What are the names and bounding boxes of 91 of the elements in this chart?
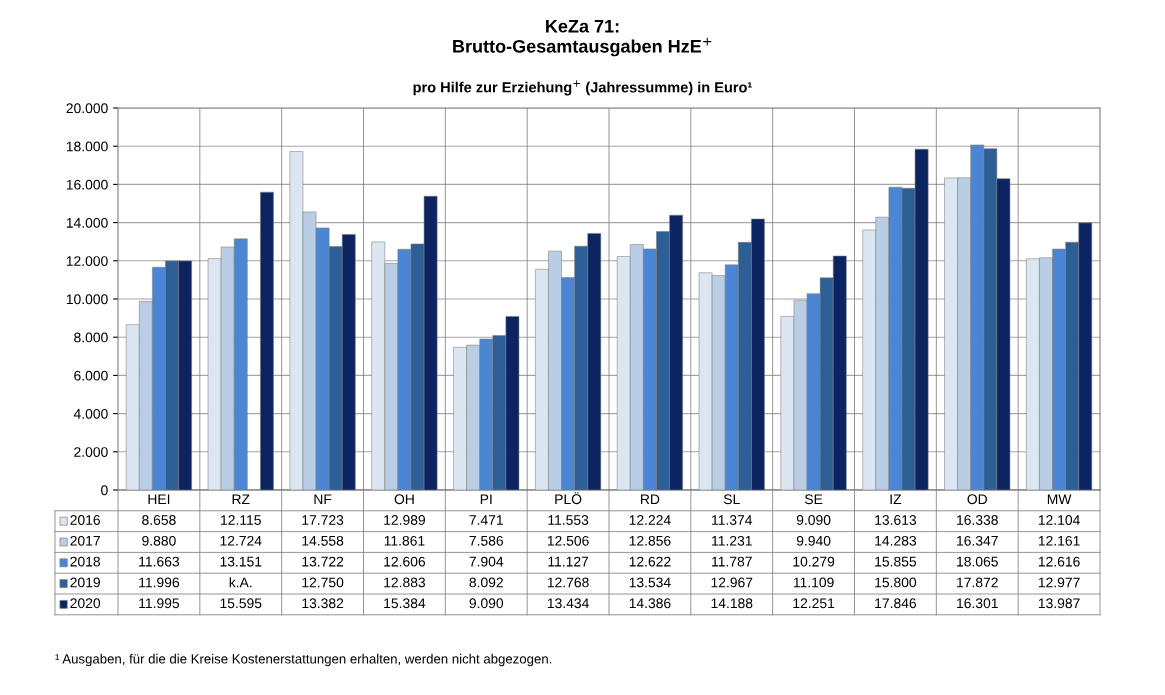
x-tick-label: RZ — [232, 494, 250, 504]
x-tick-label: OH — [394, 494, 414, 505]
data-label: 14.188 — [711, 598, 753, 609]
data-label: 14.283 — [875, 535, 917, 546]
chart-subtitle: pro Hilfe zur Erziehung$^{+}$ (Jahressumme) in Euro¹ — [413, 80, 752, 96]
data-label: 14.558 — [302, 535, 344, 546]
legend-label: 2019 — [70, 577, 100, 588]
text: ¹ Ausgaben, für die die Kreise Kostenerstattungen erhalten, werden nicht abgezogen. — [55, 653, 552, 667]
data-label: 9.090 — [469, 598, 504, 609]
data-label: 12.768 — [547, 577, 589, 588]
y-tick-label: 12.000 — [66, 256, 108, 266]
data-label: 12.104 — [1038, 515, 1080, 525]
data-label: 15.855 — [875, 556, 917, 567]
legend-label: 2017 — [70, 535, 100, 546]
chart-title: KeZa 71: Brutto-Gesamtausgaben HzE$^{+}$ — [453, 20, 712, 57]
data-label: 11.663 — [139, 556, 180, 567]
x-tick-label: NF — [314, 494, 332, 504]
data-label: 12.750 — [302, 577, 344, 588]
data-label: 12.224 — [629, 515, 671, 525]
data-label: 11.995 — [139, 598, 180, 609]
x-tick-label: HEI — [148, 494, 170, 504]
data-label: 8.658 — [142, 515, 176, 525]
data-label: 11.109 — [793, 577, 834, 588]
data-label: 11.374 — [712, 515, 753, 525]
data-label: 12.977 — [1038, 577, 1080, 588]
data-label: 9.090 — [796, 515, 831, 525]
x-tick-label: RD — [641, 494, 660, 504]
data-label: 12.606 — [384, 556, 426, 567]
data-label: 12.989 — [384, 515, 425, 525]
data-label: 10.279 — [793, 556, 835, 567]
data-label: 17.872 — [957, 577, 998, 588]
data-label: 13.987 — [1038, 598, 1080, 609]
y-tick-label: 8.000 — [74, 332, 108, 343]
data-label: 7.471 — [469, 515, 503, 525]
text: k.A. — [229, 577, 252, 588]
data-label: 12.856 — [629, 535, 671, 546]
y-tick-label: 6.000 — [74, 370, 108, 381]
data-label: 13.434 — [547, 598, 589, 609]
data-label: 11.861 — [384, 535, 425, 546]
x-tick-label: OD — [967, 494, 987, 505]
data-label: 11.553 — [548, 515, 589, 525]
data-label: 17.846 — [875, 598, 917, 609]
data-label: 15.595 — [220, 598, 262, 609]
y-tick-label: 4.000 — [73, 408, 108, 419]
data-label: 12.724 — [220, 535, 262, 546]
data-label: 9.940 — [796, 535, 831, 546]
x-tick-label: MW — [1047, 494, 1072, 504]
data-label: 12.115 — [221, 515, 261, 525]
x-tick-label: PLÖ — [555, 492, 582, 505]
data-label: 12.161 — [1038, 535, 1080, 546]
data-label: 11.787 — [712, 556, 752, 567]
y-tick-label: 14.000 — [66, 217, 108, 228]
data-label: 11.996 — [139, 577, 180, 588]
data-label: 8.092 — [469, 577, 503, 588]
data-label: 17.723 — [302, 515, 344, 525]
data-label: 13.382 — [302, 598, 344, 609]
data-label: 12.967 — [711, 577, 753, 588]
data-label: 7.904 — [469, 556, 504, 567]
data-label: 18.065 — [957, 556, 998, 567]
data-label: 16.338 — [957, 515, 998, 525]
data-label: 12.883 — [384, 577, 426, 588]
y-tick-label: 20.000 — [66, 103, 108, 114]
y-tick-label: 0 — [101, 485, 108, 496]
data-label: 15.384 — [384, 598, 426, 609]
data-label: 14.386 — [629, 598, 671, 609]
data-label: 16.347 — [957, 535, 998, 546]
y-tick-label: 16.000 — [66, 179, 108, 190]
y-tick-label: 2.000 — [74, 447, 108, 457]
x-tick-label: PI — [480, 494, 492, 504]
x-tick-label: SE — [804, 494, 823, 505]
data-label: 12.622 — [629, 556, 671, 567]
data-label: 11.127 — [548, 556, 589, 567]
data-label: 13.151 — [220, 556, 262, 567]
x-tick-label: SL — [723, 494, 740, 505]
data-label: 13.722 — [302, 556, 344, 567]
legend-label: 2020 — [70, 598, 101, 609]
data-label: 13.613 — [875, 515, 917, 525]
data-label: 16.301 — [957, 598, 998, 609]
x-tick-label: IZ — [890, 494, 902, 504]
data-label: 12.251 — [793, 598, 835, 609]
data-label: 15.800 — [875, 577, 917, 588]
legend-label: 2016 — [70, 515, 101, 525]
data-label: 9.880 — [142, 535, 176, 546]
data-label: 13.534 — [629, 577, 671, 588]
y-tick-label: 10.000 — [66, 294, 108, 305]
data-label: 12.506 — [547, 535, 589, 546]
data-label: 12.616 — [1038, 556, 1080, 567]
data-label: 7.586 — [469, 535, 504, 546]
legend-label: 2018 — [70, 556, 101, 567]
y-tick-label: 18.000 — [66, 141, 108, 152]
data-label: 11.231 — [712, 535, 752, 546]
